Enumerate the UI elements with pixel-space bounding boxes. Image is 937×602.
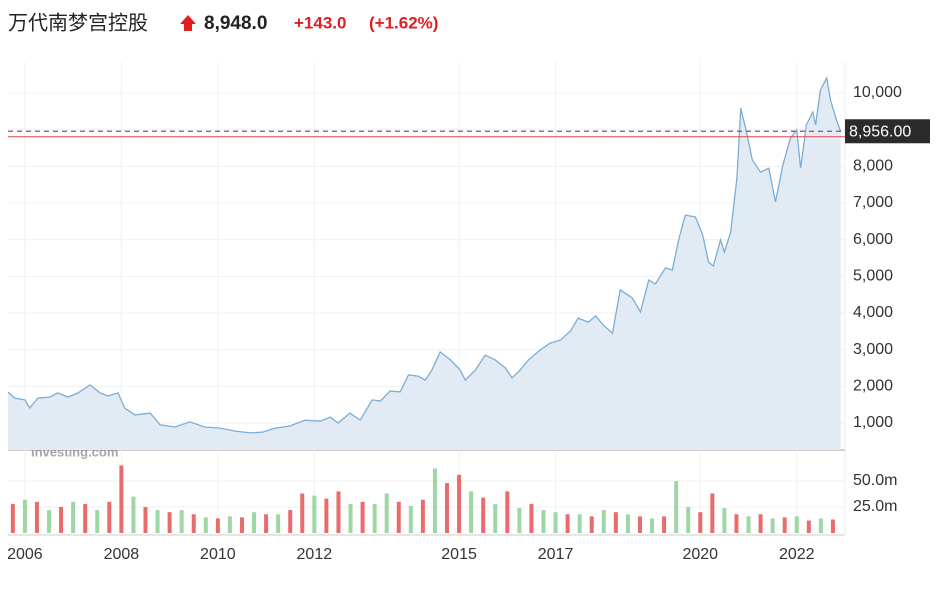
volume-bar [613,512,618,533]
y-tick-label: 5,000 [853,268,893,285]
volume-bar [830,519,835,533]
volume-bar [794,516,799,533]
volume-bar [336,491,341,533]
volume-bar [215,518,220,533]
volume-bar [445,483,450,533]
volume-bar [83,503,88,533]
volume-bar [348,503,353,533]
price-line [7,75,842,434]
y-tick-label: 7,000 [853,194,893,211]
volume-tick-label: 25.0m [853,498,897,515]
volume-bar [324,498,329,533]
volume-bar [300,493,305,533]
x-tick-label: 2006 [7,546,43,563]
volume-bar [47,510,52,533]
x-tick-label: 2015 [441,546,477,563]
y-tick-label: 8,000 [853,158,893,175]
volume-bar [674,481,679,533]
volume-bar [252,512,257,533]
volume-bar [637,516,642,533]
volume-bar [372,503,377,533]
volume-bar [746,516,751,533]
volume-bar [577,514,582,533]
volume-bar [34,501,39,533]
x-tick-label: 2017 [538,546,574,563]
last-price-box [845,119,930,144]
volume-tick-label: 50.0m [853,472,897,489]
volume-bar [782,517,787,533]
volume-bar [95,510,100,533]
volume-bar [167,512,172,533]
volume-bar [276,514,281,533]
volume-bar [59,507,64,533]
volume-bar [408,505,413,533]
volume-bar [191,514,196,533]
volume-bar [119,465,124,533]
y-tick-label: 3,000 [853,341,893,358]
volume-bar [710,493,715,533]
volume-bar [806,520,811,533]
volume-bar [384,493,389,533]
area-fill [8,78,841,450]
change-pct: (+1.62%) [369,13,438,32]
volume-bar [818,518,823,533]
volume-bar [10,503,15,533]
volume-bar [432,468,437,533]
volume-bar [420,499,425,533]
volume-bar [239,517,244,533]
volume-bar [227,516,232,533]
change: +143.0 [294,13,346,32]
volume-bar [143,507,148,533]
volume-bar [686,507,691,533]
y-tick-label: 2,000 [853,378,893,395]
volume-bar [396,501,401,533]
volume-bar [529,503,534,533]
volume-bar [481,497,486,533]
x-tick-label: 2010 [200,546,236,563]
volume-bar [457,474,462,533]
x-tick-label: 2022 [779,546,815,563]
x-tick-label: 2012 [297,546,333,563]
x-tick-label: 2008 [104,546,140,563]
volume-bar [71,501,76,533]
volume-bar [589,516,594,533]
volume-bar [131,496,136,533]
volume-bar [541,510,546,533]
volume-bar [469,491,474,533]
volume-bar [505,491,510,533]
volume-bar [312,495,317,533]
volume-bar [553,512,558,533]
stock-name: 万代南梦宫控股 [8,11,148,34]
x-tick-label: 2020 [682,546,718,563]
y-tick-label: 6,000 [853,231,893,248]
volume-bar [203,517,208,533]
volume-bar [625,514,630,533]
volume-bar [770,518,775,533]
y-tick-label: 10,000 [853,84,902,101]
volume-bar [734,514,739,533]
volume-bar [107,501,112,533]
up-arrow [180,15,196,31]
volume-bar [650,518,655,533]
volume-bar [360,501,365,533]
volume-bar [493,503,498,533]
volume-bar [758,514,763,533]
volume-bar [722,508,727,533]
y-tick-label: 1,000 [853,414,893,431]
volume-bar [179,510,184,533]
price: 8,948.0 [204,13,267,34]
volume-bar [601,510,606,533]
volume-bar [565,514,570,533]
volume-bar [22,499,27,533]
volume-bar [698,512,703,533]
volume-bar [662,516,667,533]
y-tick-label: 4,000 [853,304,893,321]
volume-bar [288,510,293,533]
last-price-label: 8,956.00 [849,123,911,140]
volume-bar [264,514,269,533]
volume-bar [517,508,522,533]
volume-bar [155,510,160,533]
